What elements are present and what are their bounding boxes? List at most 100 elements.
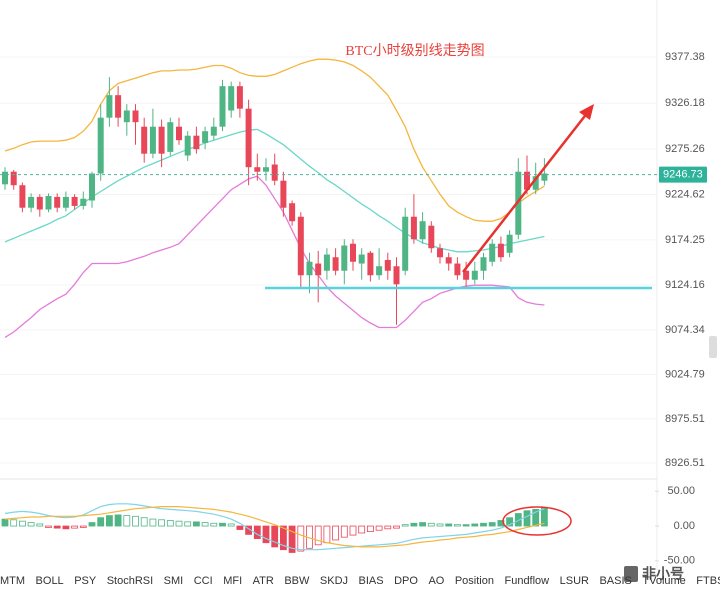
watermark-icon xyxy=(624,566,638,582)
y-tick-label: 9326.18 xyxy=(665,97,705,109)
indicator-tab[interactable]: TVolume xyxy=(642,575,686,587)
candle-body xyxy=(454,263,461,276)
candle-body xyxy=(115,95,122,118)
candle-body xyxy=(184,135,191,156)
candle-body xyxy=(471,270,478,280)
macd-bar xyxy=(340,525,348,538)
indicator-tab[interactable]: SKDJ xyxy=(319,575,349,587)
candle-body xyxy=(254,167,261,172)
macd-bar xyxy=(53,525,61,529)
macd-bar xyxy=(18,520,26,527)
indicator-tab[interactable]: StochRSI xyxy=(106,575,154,587)
candle-body xyxy=(323,254,330,271)
candle-body xyxy=(149,126,156,154)
macd-bar xyxy=(288,525,296,553)
indicator-tab[interactable]: ATR xyxy=(252,575,274,587)
candle-body xyxy=(497,243,504,258)
candle-body xyxy=(28,196,35,208)
macd-bar xyxy=(323,525,331,544)
indicator-tab[interactable]: BOLL xyxy=(35,575,64,587)
macd-bar xyxy=(88,522,96,527)
macd-bar xyxy=(45,525,52,528)
candle-body xyxy=(89,173,95,201)
side-handle[interactable] xyxy=(709,336,717,358)
macd-bar xyxy=(262,525,270,544)
y-tick-label: 9024.79 xyxy=(665,368,705,380)
y-tick-label: -50.00 xyxy=(664,555,695,567)
candle-body xyxy=(332,257,339,271)
indicator-tab[interactable]: BASIS xyxy=(599,575,632,587)
macd-bar xyxy=(271,525,279,548)
macd-bar xyxy=(436,523,444,527)
macd-bar xyxy=(149,518,157,527)
y-tick-label: 9074.34 xyxy=(665,324,705,336)
macd-bar xyxy=(158,519,166,527)
indicator-tab[interactable]: FTBS xyxy=(696,575,720,587)
candle-body xyxy=(263,167,269,172)
indicator-tab[interactable]: Fundflow xyxy=(504,575,550,587)
candle-body xyxy=(158,126,165,154)
candle-body xyxy=(19,185,26,208)
indicator-tab[interactable]: Position xyxy=(454,575,494,587)
y-tick-label: 9224.62 xyxy=(665,188,705,200)
indicator-tab[interactable]: BIAS xyxy=(358,575,384,587)
indicator-tab[interactable]: BBW xyxy=(284,575,310,587)
indicator-tab[interactable]: CCI xyxy=(193,575,213,587)
macd-bar xyxy=(332,525,340,541)
macd-bar xyxy=(523,510,531,527)
y-tick-label: 0.00 xyxy=(674,520,695,532)
candle-body xyxy=(419,221,426,240)
macd-bar xyxy=(236,525,244,530)
indicator-tab[interactable]: MFI xyxy=(223,575,243,587)
macd-bar xyxy=(71,525,78,529)
candle-body xyxy=(358,254,365,264)
macd-bar xyxy=(375,525,383,531)
macd-bar xyxy=(314,525,322,546)
indicator-tab[interactable]: PSY xyxy=(74,575,97,587)
macd-bar xyxy=(506,517,514,527)
macd-bar xyxy=(106,515,113,527)
arrow-head xyxy=(579,104,594,120)
candle-body xyxy=(410,216,417,240)
macd-bar xyxy=(384,525,392,530)
candle-body xyxy=(384,259,391,271)
chart-title: BTC小时级别线走势图 xyxy=(345,43,484,59)
macd-bar xyxy=(219,522,226,527)
macd-bar xyxy=(532,508,540,527)
macd-bar xyxy=(393,525,400,529)
indicator-tab[interactable]: AO xyxy=(428,575,445,587)
macd-bar xyxy=(419,522,427,527)
indicator-tab[interactable]: MTM xyxy=(0,575,26,587)
candle-body xyxy=(367,252,374,276)
indicator-tab[interactable]: SMI xyxy=(163,575,184,587)
candle-body xyxy=(245,108,252,168)
macd-bar xyxy=(410,522,418,527)
candle-body xyxy=(193,135,200,150)
candle-body xyxy=(167,122,174,152)
indicator-tab[interactable]: DPO xyxy=(394,575,418,587)
last-price-box xyxy=(659,166,707,183)
macd-bar xyxy=(123,515,131,527)
candle-body xyxy=(176,126,182,141)
macd-bar xyxy=(349,525,357,536)
macd-bar xyxy=(366,525,374,533)
indicator-tab[interactable]: LSUR xyxy=(559,575,589,587)
macd-bar xyxy=(488,522,496,527)
band-line xyxy=(4,128,545,253)
candle-body xyxy=(437,248,443,258)
candle-body xyxy=(350,243,356,262)
macd-bar xyxy=(192,521,200,527)
macd-bar xyxy=(401,524,409,527)
macd-bar xyxy=(184,521,192,527)
band-line xyxy=(4,58,545,222)
indicator-tabs: MTM BOLL PSY StochRSI SMI CCI MFI ATR BBW SKDJ BIA… xyxy=(0,575,720,587)
macd-line xyxy=(4,503,545,551)
candle-body xyxy=(271,164,278,181)
candle-body xyxy=(297,216,304,276)
candle-body xyxy=(506,234,513,253)
macd-bar xyxy=(462,524,470,527)
macd-bar xyxy=(166,520,174,527)
candle-body xyxy=(524,171,530,190)
candle-body xyxy=(289,203,296,222)
macd-bar xyxy=(132,515,139,527)
